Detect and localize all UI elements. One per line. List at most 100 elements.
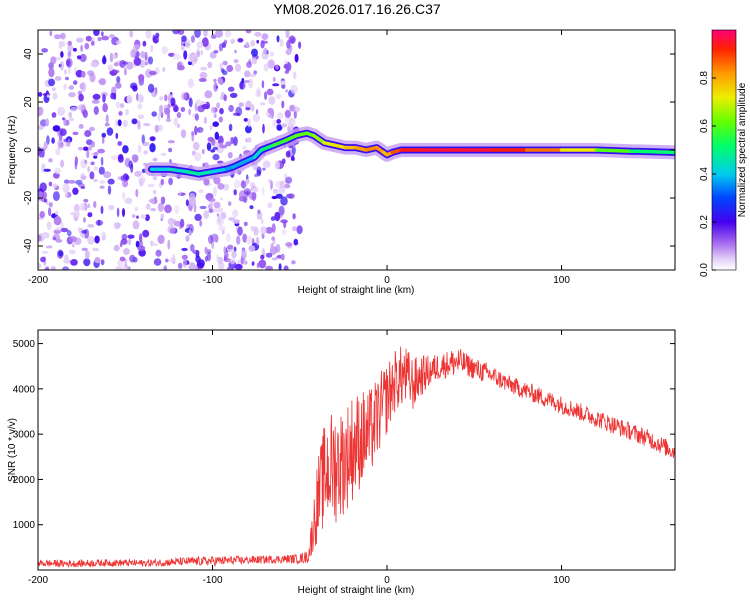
noise-blob (268, 179, 271, 183)
noise-blob (132, 44, 140, 49)
noise-blob (256, 39, 260, 44)
noise-blob (99, 185, 105, 189)
noise-blob (115, 101, 121, 109)
noise-blob (251, 48, 258, 57)
noise-blob (108, 204, 115, 211)
noise-blob (39, 211, 45, 218)
noise-blob (82, 109, 88, 119)
signal-track-segment (311, 133, 326, 145)
noise-blob (208, 234, 214, 244)
noise-blob (93, 166, 98, 171)
noise-blob (275, 244, 281, 253)
noise-blob (129, 30, 134, 38)
noise-blob (170, 97, 176, 107)
noise-blob (213, 82, 218, 92)
noise-blob (177, 192, 186, 196)
noise-blob (152, 36, 159, 44)
noise-blob (293, 238, 299, 246)
noise-blob (262, 123, 265, 134)
noise-blob (69, 236, 77, 243)
y-tick-label: -20 (23, 190, 34, 205)
noise-blob (39, 182, 47, 192)
noise-blob (115, 132, 119, 139)
noise-blob (41, 48, 48, 53)
noise-blob (244, 70, 251, 78)
noise-blob (280, 253, 285, 261)
noise-blob (54, 76, 62, 81)
noise-blob (49, 30, 53, 37)
noise-blob (138, 74, 145, 82)
noise-blob (126, 61, 134, 70)
y-tick-label: 1000 (13, 520, 36, 531)
noise-blob (246, 61, 252, 68)
noise-blob (196, 259, 205, 268)
noise-blob (78, 146, 83, 151)
noise-blob (194, 125, 198, 136)
noise-blob (222, 70, 228, 76)
noise-blob (232, 209, 239, 218)
noise-blob (57, 140, 61, 150)
noise-blob (136, 215, 139, 219)
noise-blob (249, 73, 257, 77)
noise-blob (88, 145, 93, 151)
noise-blob (188, 97, 193, 108)
noise-blob (240, 180, 247, 189)
noise-blob (101, 56, 107, 65)
noise-blob (233, 136, 238, 146)
noise-blob (227, 266, 234, 270)
noise-blob (132, 85, 138, 92)
spectrogram-y-axis-label: Frequency (Hz) (7, 116, 18, 185)
noise-blob (262, 160, 271, 168)
noise-blob (68, 111, 73, 118)
colorbar-tick-label: 0.2 (699, 215, 710, 229)
noise-blob (60, 227, 69, 233)
noise-blob (180, 129, 187, 139)
noise-blob (265, 252, 273, 258)
noise-blob (278, 205, 285, 216)
noise-blob (263, 63, 269, 72)
noise-blob (48, 207, 52, 217)
noise-blob (89, 171, 95, 180)
noise-blob (157, 112, 161, 122)
noise-blob (134, 170, 142, 177)
noise-blob (117, 260, 124, 267)
noise-blob (38, 143, 41, 147)
noise-blob (226, 233, 231, 242)
noise-blob (134, 207, 139, 211)
noise-blob (209, 201, 214, 206)
noise-blob (285, 89, 288, 93)
noise-blob (93, 30, 100, 36)
noise-blob (99, 180, 106, 184)
noise-blob (265, 112, 270, 117)
noise-blob (59, 128, 67, 136)
noise-blob (64, 179, 70, 184)
noise-blob (101, 132, 107, 138)
noise-blob (122, 61, 128, 65)
noise-blob (265, 226, 274, 234)
noise-blob (87, 224, 95, 228)
noise-blob (223, 183, 230, 191)
noise-blob (188, 228, 192, 237)
noise-blob (199, 71, 208, 79)
signal-track-segment (284, 133, 299, 143)
noise-blob (185, 235, 190, 242)
noise-blob (238, 102, 244, 107)
noise-blob (237, 226, 243, 236)
noise-blob (120, 238, 128, 245)
noise-blob (113, 244, 120, 252)
noise-blob (126, 94, 133, 104)
noise-blob (291, 260, 296, 265)
y-tick-label: -40 (23, 238, 34, 253)
noise-blob (261, 80, 265, 89)
noise-blob (285, 30, 290, 39)
noise-blob (137, 245, 146, 251)
noise-blob (160, 178, 164, 186)
noise-blob (182, 258, 187, 268)
noise-blob (48, 78, 56, 87)
noise-blob (101, 35, 110, 41)
noise-blob (213, 50, 219, 54)
noise-blob (227, 244, 234, 250)
noise-blob (198, 189, 204, 194)
noise-blob (90, 61, 98, 68)
noise-blob (260, 254, 265, 260)
